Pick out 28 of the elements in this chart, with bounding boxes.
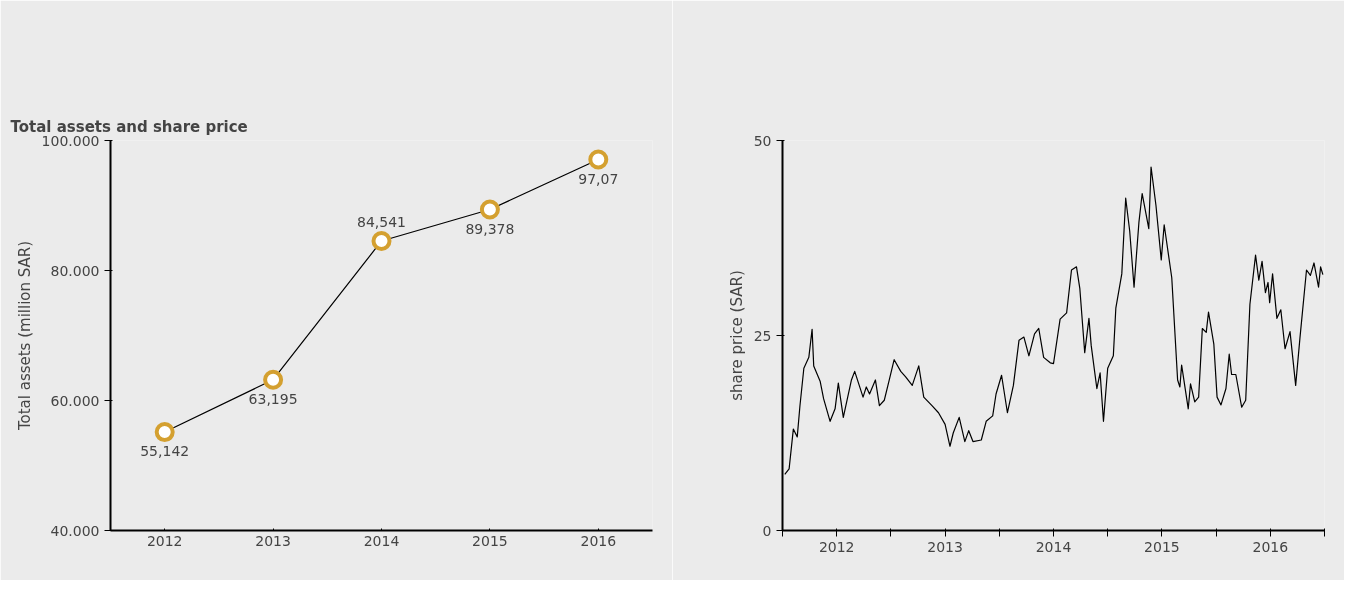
y-axis-title: share price (SAR) — [727, 270, 746, 401]
x-tick-label: 2013 — [927, 538, 963, 555]
x-tick-label: 2014 — [363, 532, 400, 549]
x-tick-label: 2016 — [1252, 538, 1289, 555]
x-tick-label: 2012 — [818, 538, 855, 555]
x-tick-label: 2015 — [472, 532, 508, 549]
x-tick-label: 2013 — [255, 532, 291, 549]
text: 63,195 — [248, 390, 298, 407]
y-tick-label: 80.000 — [50, 262, 100, 279]
y-tick-label: 25 — [753, 327, 772, 344]
x-tick-label: 2014 — [1035, 538, 1072, 555]
x-tick-label: 2012 — [146, 532, 183, 549]
point — [263, 369, 284, 390]
x-tick-label: 2015 — [1144, 538, 1180, 555]
y-tick-label: 60.000 — [50, 392, 100, 409]
text: 84,541 — [357, 213, 407, 230]
y-tick-label: 40.000 — [50, 522, 100, 539]
x-tick-label: 2016 — [580, 532, 617, 549]
text: 89,378 — [465, 220, 515, 237]
point — [588, 149, 609, 170]
point — [154, 422, 175, 443]
point — [479, 199, 500, 220]
y-tick-label: 50 — [753, 132, 772, 149]
y-axis-title: Total assets (million SAR) — [15, 240, 34, 432]
text: 97,07 — [578, 170, 619, 187]
y-tick-label: 0 — [762, 522, 772, 539]
text: 55,142 — [140, 443, 190, 460]
point — [371, 231, 392, 251]
